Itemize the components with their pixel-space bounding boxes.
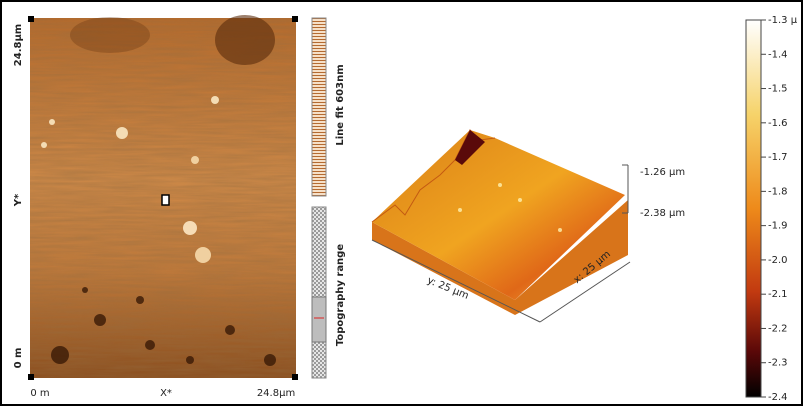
colorbar-tick-label: -1.4 xyxy=(768,49,788,60)
colorbar-tick-label: -1.6 xyxy=(768,118,788,129)
colorbar-tick-label: -2.3 xyxy=(768,358,788,369)
colorbar-tick-label: -2.2 xyxy=(768,323,788,334)
x-axis-right: 24.8µm xyxy=(257,388,295,399)
y-axis-bottom: 0 m xyxy=(13,348,24,369)
colorbar-tick-label: -2.0 xyxy=(768,255,788,266)
topography-range-label: Topography range xyxy=(335,244,346,346)
colorbar-tick-label: -2.1 xyxy=(768,289,788,300)
line-fit-bar xyxy=(311,17,327,197)
range-window xyxy=(311,296,327,343)
colorbar-tick-label: -1.5 xyxy=(768,84,788,95)
topography-range-bar xyxy=(311,206,327,379)
x-axis-label: X* xyxy=(160,388,172,399)
colorbar xyxy=(745,19,762,398)
colorbar-tick-label: -1.9 xyxy=(768,221,788,232)
x-axis-left: 0 m xyxy=(30,388,49,399)
z-top-label: -1.26 µm xyxy=(640,167,685,178)
colorbar-ticks: -1.3 µ -1.4 -1.5 -1.6 -1.7 -1.8 -1.9 -2.0 -2.1 -2… xyxy=(761,15,798,403)
colorbar-tick-label: -1.7 xyxy=(768,152,788,163)
line-fit-label: Line fit 603nm xyxy=(335,64,346,145)
topography-image xyxy=(28,15,298,380)
colorbar-tick-label: -2.4 xyxy=(768,392,788,403)
colorbar-tick-label: -1.8 xyxy=(768,186,788,197)
surface-3d xyxy=(371,129,631,323)
z-bottom-label: -2.38 µm xyxy=(640,208,685,219)
y-axis-label: Y* xyxy=(13,193,24,207)
y-axis-top: 24.8µm xyxy=(13,24,24,66)
colorbar-tick-label: -1.3 µ xyxy=(768,15,798,26)
